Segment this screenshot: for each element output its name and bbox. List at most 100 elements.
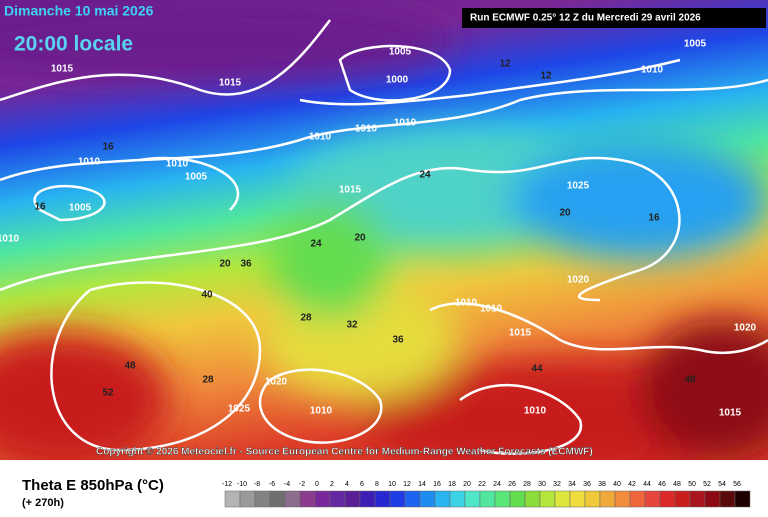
legend-tick-label: -4 xyxy=(284,481,290,488)
legend-tick-label: 20 xyxy=(463,481,471,488)
theta-label: 52 xyxy=(102,388,114,399)
legend-swatch xyxy=(464,490,481,508)
isobar-label: 1020 xyxy=(567,275,590,286)
legend-tick-label: 4 xyxy=(345,481,349,488)
isobar-label: 1015 xyxy=(51,64,74,75)
theta-label: 48 xyxy=(124,361,136,372)
isobar-label: 1020 xyxy=(734,323,757,334)
isobar-label: 1010 xyxy=(524,406,547,417)
legend-tick-label: 54 xyxy=(718,481,726,488)
legend-tick-label: -12 xyxy=(222,481,232,488)
theta-label: 40 xyxy=(201,290,213,301)
legend-tick-label: 34 xyxy=(568,481,576,488)
legend-tick-label: -10 xyxy=(237,481,247,488)
legend-swatch xyxy=(704,490,721,508)
legend-tick-label: 12 xyxy=(403,481,411,488)
legend-swatch xyxy=(254,490,271,508)
legend-swatch xyxy=(689,490,706,508)
theta-label: 36 xyxy=(240,259,252,270)
isobar-label: 1010 xyxy=(480,304,503,315)
isobar-label: 1010 xyxy=(166,159,189,170)
theta-label: 12 xyxy=(499,59,511,70)
isobar-label: 1005 xyxy=(185,172,208,183)
isobar-label: 1025 xyxy=(228,404,251,415)
legend-tick-label: 14 xyxy=(418,481,426,488)
legend-tick-label: 56 xyxy=(733,481,741,488)
legend-swatch xyxy=(659,490,676,508)
legend-tick-label: 52 xyxy=(703,481,711,488)
legend-tick-label: 24 xyxy=(493,481,501,488)
legend-swatch xyxy=(449,490,466,508)
legend-swatch xyxy=(344,490,361,508)
legend-tick-label: 36 xyxy=(583,481,591,488)
theta-label: 32 xyxy=(346,320,358,331)
legend-swatch xyxy=(419,490,436,508)
isobar-label: 1010 xyxy=(309,132,332,143)
theta-label: 48 xyxy=(684,375,696,386)
isobar-label: 1010 xyxy=(641,65,664,76)
legend-swatch xyxy=(299,490,316,508)
isobar-label: 1010 xyxy=(455,298,478,309)
lead-time: (+ 270h) xyxy=(22,497,64,509)
legend-swatch xyxy=(479,490,496,508)
theta-label: 28 xyxy=(202,375,214,386)
isobar-label: 1015 xyxy=(719,408,742,419)
legend-tick-label: 30 xyxy=(538,481,546,488)
legend-tick-label: 10 xyxy=(388,481,396,488)
isobar-label: 1010 xyxy=(310,406,333,417)
legend-tick-label: 48 xyxy=(673,481,681,488)
legend-swatch xyxy=(569,490,586,508)
legend-swatch xyxy=(404,490,421,508)
run-box xyxy=(462,8,766,28)
legend-swatch xyxy=(224,490,241,508)
legend-tick-label: 50 xyxy=(688,481,696,488)
forecast-time: 20:00 locale xyxy=(14,33,133,56)
theta-label: 16 xyxy=(102,142,114,153)
legend-tick-label: 0 xyxy=(315,481,319,488)
legend-tick-label: 22 xyxy=(478,481,486,488)
legend-tick-label: 46 xyxy=(658,481,666,488)
theta-label: 28 xyxy=(300,313,312,324)
theta-label: 36 xyxy=(392,335,404,346)
isobar-label: 1010 xyxy=(394,118,417,129)
legend-tick-label: 28 xyxy=(523,481,531,488)
legend-swatch xyxy=(434,490,451,508)
legend-swatch xyxy=(719,490,736,508)
isobar-label: 1015 xyxy=(509,328,532,339)
theta-label: 16 xyxy=(34,202,46,213)
legend-swatch xyxy=(584,490,601,508)
legend-swatch xyxy=(359,490,376,508)
legend-tick-label: 26 xyxy=(508,481,516,488)
legend-swatch xyxy=(644,490,661,508)
legend-swatch xyxy=(599,490,616,508)
legend-swatch xyxy=(494,490,511,508)
theta-label: 24 xyxy=(419,170,431,181)
isobar-label: 1005 xyxy=(684,39,707,50)
theta-label: 24 xyxy=(310,239,322,250)
isobar-label: 1010 xyxy=(0,234,20,245)
isobar-label: 1005 xyxy=(69,203,92,214)
run-info: Run ECMWF 0.25° 12 Z du Mercredi 29 avri… xyxy=(470,13,701,24)
legend-tick-label: 32 xyxy=(553,481,561,488)
legend-tick-label: 8 xyxy=(375,481,379,488)
legend-tick-label: -8 xyxy=(254,481,260,488)
theta-label: 12 xyxy=(540,71,552,82)
isobar-label: 1010 xyxy=(355,124,378,135)
isobar-label: 1015 xyxy=(219,78,242,89)
legend-tick-label: 42 xyxy=(628,481,636,488)
theta-label: 20 xyxy=(354,233,366,244)
legend-tick-label: 16 xyxy=(433,481,441,488)
copyright: Copyright © 2026 Meteociel.fr - Source E… xyxy=(96,447,593,458)
legend-swatch xyxy=(509,490,526,508)
legend-tick-label: 40 xyxy=(613,481,621,488)
legend-swatch xyxy=(539,490,556,508)
isobars xyxy=(0,19,768,455)
theta-label: 20 xyxy=(219,259,231,270)
legend-swatch xyxy=(524,490,541,508)
theta-label: 16 xyxy=(648,213,660,224)
legend-swatch xyxy=(674,490,691,508)
forecast-date: Dimanche 10 mai 2026 xyxy=(4,3,154,19)
field-title: Theta E 850hPa (°C) xyxy=(22,477,164,494)
